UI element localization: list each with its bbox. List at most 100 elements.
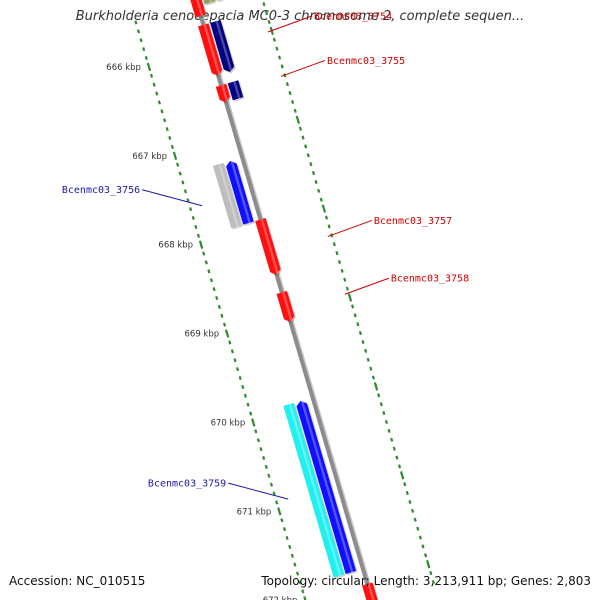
ruler-minor-tick [181,180,185,185]
ruler-minor-tick [183,189,187,194]
ruler-minor-tick [306,153,310,158]
ruler-minor-tick [424,553,428,558]
ruler-minor-tick [212,287,216,292]
gene-feature [212,162,242,229]
ruler-major-tick [224,329,230,338]
gene-feature-highlight [203,24,221,76]
ruler-minor-tick [337,259,342,265]
ruler-minor-tick [217,304,221,309]
ruler-major-tick [303,596,307,600]
gene-label[interactable]: Bcenmc03_3755 [327,56,405,67]
tick-label: 671 kbp [237,507,272,517]
ruler-minor-tick [230,349,234,354]
ruler-major-tick [321,204,327,213]
ruler-minor-tick [243,393,247,398]
tick-label: 670 kbp [211,418,246,428]
ruler-minor-tick [170,144,174,149]
ruler-minor-tick [317,188,321,193]
ruler-minor-tick [288,544,292,549]
tick-label: 668 kbp [158,241,193,251]
gene-feature-highlight [209,0,213,3]
ruler-minor-tick [416,526,420,531]
ruler-minor-tick [353,313,357,318]
ruler-minor-tick [327,224,331,229]
gene-label-leader [228,482,289,500]
ruler-minor-tick [163,118,167,123]
ruler-minor-tick [351,304,355,309]
gene-label[interactable]: Bcenmc03_3758 [391,274,469,285]
ruler-minor-tick [139,38,143,43]
ruler-minor-tick [304,144,308,149]
ruler-minor-tick [165,127,169,132]
ruler-minor-tick [301,135,305,140]
ruler-minor-tick [262,2,266,7]
gene-feature-highlight [300,400,354,573]
ruler-minor-tick [160,109,164,114]
ruler-minor-tick [272,491,276,496]
gene-label-leader [142,189,203,207]
gene-label-leader [280,59,326,77]
ruler-minor-tick [249,411,253,416]
gene-feature [255,218,281,275]
ruler-minor-tick [152,82,156,87]
ruler-minor-tick [196,233,201,238]
ruler-minor-tick [228,340,232,345]
ruler-major-tick [399,471,405,480]
gene-feature [362,582,378,600]
ruler-major-tick [172,151,178,160]
ruler-minor-tick [278,55,282,60]
ruler-minor-tick [204,260,208,265]
ruler-minor-tick [405,491,409,496]
gene-label[interactable]: Bcenmc03_3759 [148,479,226,490]
ruler-minor-tick [311,171,316,176]
ruler-minor-tick [264,464,268,469]
ruler-minor-tick [408,499,412,505]
gene-label[interactable]: Bcenmc03_3756 [62,185,140,196]
ruler-minor-tick [377,393,381,398]
gene-feature [226,160,254,225]
gene-feature-highlight [215,20,233,72]
ruler-minor-tick [256,438,261,443]
gene-feature-highlight [233,81,241,99]
ruler-minor-tick [324,215,329,220]
ruler-minor-tick [371,375,376,380]
gene-feature [296,400,357,574]
ruler-major-tick [347,293,353,302]
gene-feature-highlight [230,160,251,224]
ruler-minor-tick [194,224,198,229]
gene-feature-highlight [288,403,342,576]
ruler-minor-tick [142,47,146,52]
ruler-minor-tick [176,162,180,167]
ruler-minor-tick [410,508,415,513]
ruler-minor-tick [209,278,214,283]
ruler-minor-tick [364,348,368,353]
ruler-minor-tick [259,447,263,452]
ruler-minor-tick [418,535,422,540]
ruler-minor-tick [233,358,237,363]
ruler-major-tick [146,62,152,72]
accession-label: Accession: NC_010515 [9,574,146,588]
ruler-minor-tick [264,11,269,16]
ruler-minor-tick [288,91,292,96]
ruler-minor-tick [413,517,417,522]
map-title: Burkholderia cenocepacia MC0-3 chromosom… [75,9,525,24]
ruler-minor-tick [290,553,294,558]
gene-feature-highlight [218,163,239,227]
ruler-minor-tick [155,91,159,96]
ruler-minor-tick [314,179,318,185]
gene-label-leader [267,15,313,33]
ruler-minor-tick [191,215,195,221]
ruler-minor-tick [319,197,323,202]
ruler-minor-tick [285,535,289,541]
gene-label[interactable]: Bcenmc03_3754 [314,12,392,23]
ruler-minor-tick [309,162,313,167]
ruler-minor-tick [280,64,284,69]
gene-feature [276,290,295,322]
ruler-minor-tick [361,339,365,345]
gene-label[interactable]: Bcenmc03_3757 [374,216,452,227]
gene-feature [215,83,231,103]
gene-feature [283,402,345,578]
ruler-minor-tick [189,207,193,212]
gene-feature [198,23,223,76]
